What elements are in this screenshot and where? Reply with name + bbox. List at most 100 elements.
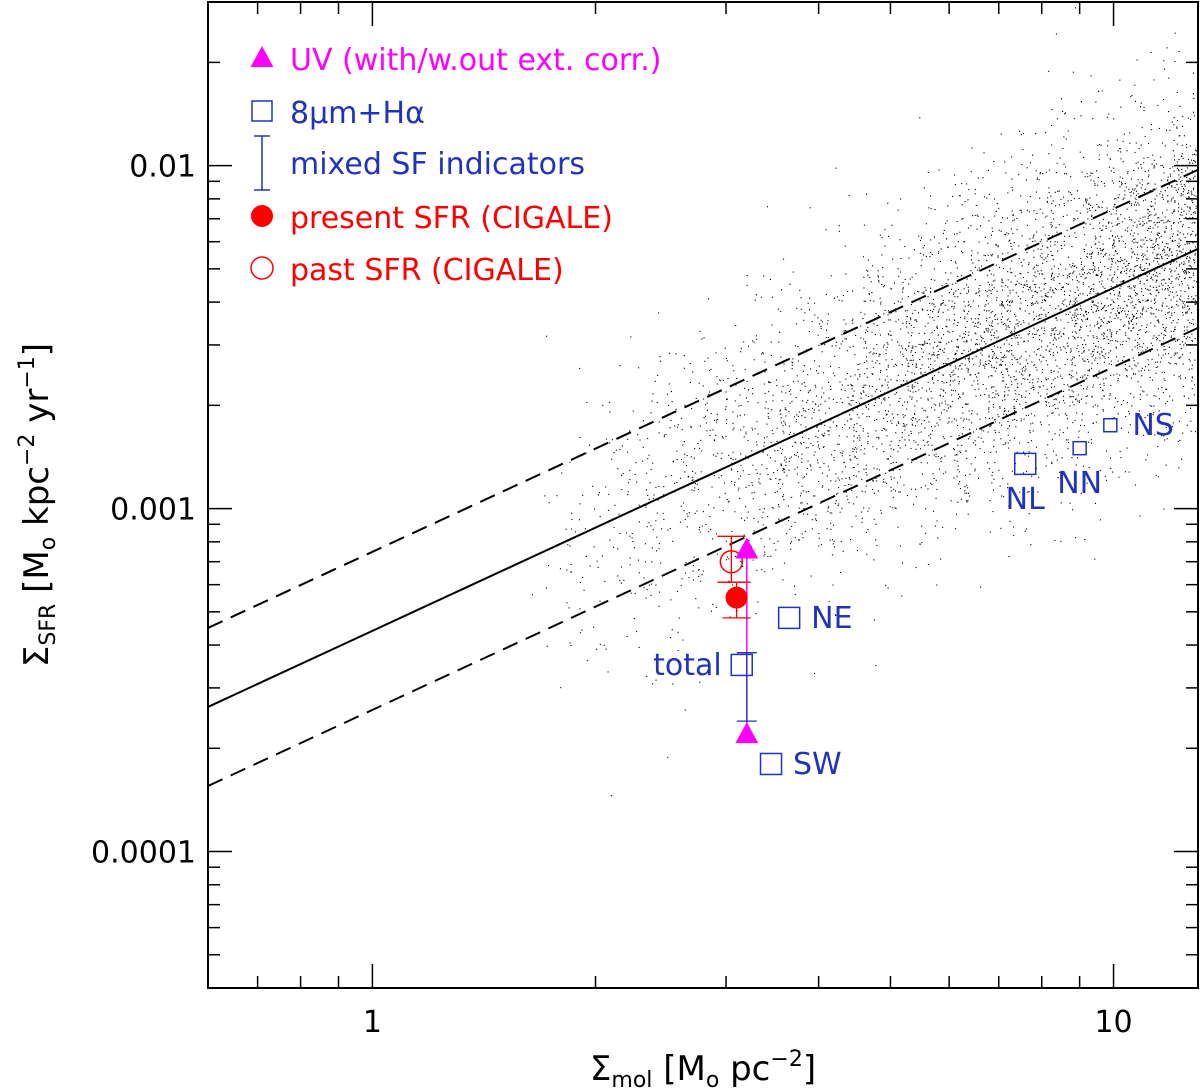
- background-point: [1093, 180, 1095, 182]
- background-point: [1112, 277, 1114, 279]
- background-point: [1017, 361, 1019, 363]
- background-point: [1082, 320, 1084, 322]
- background-point: [782, 470, 784, 472]
- background-point: [755, 335, 757, 337]
- background-point: [1058, 333, 1060, 335]
- background-point: [1170, 225, 1172, 227]
- background-point: [1179, 245, 1181, 247]
- background-point: [675, 353, 677, 355]
- background-point: [1002, 360, 1004, 362]
- background-point: [1000, 527, 1002, 529]
- background-point: [1085, 200, 1087, 202]
- background-point: [1150, 201, 1152, 203]
- background-point: [735, 458, 737, 460]
- background-point: [1181, 252, 1183, 254]
- background-point: [1108, 238, 1110, 240]
- background-point: [850, 400, 852, 402]
- background-point: [737, 489, 739, 491]
- background-point: [1157, 257, 1159, 259]
- background-point: [846, 350, 848, 352]
- background-point: [991, 329, 993, 331]
- background-point: [947, 246, 949, 248]
- background-point: [571, 518, 573, 520]
- background-point: [1011, 353, 1013, 355]
- background-point: [1122, 177, 1124, 179]
- background-point: [1110, 230, 1112, 232]
- background-point: [731, 480, 733, 482]
- background-point: [1100, 276, 1102, 278]
- background-point: [802, 436, 804, 438]
- background-point: [957, 322, 959, 324]
- background-point: [1117, 378, 1119, 380]
- background-point: [1004, 443, 1006, 445]
- background-point: [914, 373, 916, 375]
- background-point: [745, 455, 747, 457]
- background-point: [847, 373, 849, 375]
- background-point: [911, 350, 913, 352]
- background-point: [923, 254, 925, 256]
- background-point: [1156, 338, 1158, 340]
- background-point: [698, 569, 700, 571]
- background-point: [1098, 270, 1100, 272]
- background-point: [996, 290, 998, 292]
- background-point: [1173, 209, 1175, 211]
- background-point: [837, 492, 839, 494]
- background-point: [886, 384, 888, 386]
- background-point: [970, 225, 972, 227]
- background-point: [1114, 245, 1116, 247]
- background-point: [1082, 283, 1084, 285]
- background-point: [819, 448, 821, 450]
- background-point: [915, 567, 917, 569]
- background-point: [855, 515, 857, 517]
- background-point: [1185, 213, 1187, 215]
- background-point: [1188, 265, 1190, 267]
- background-point: [1109, 316, 1111, 318]
- background-point: [942, 389, 944, 391]
- background-point: [648, 454, 650, 456]
- background-point: [1153, 395, 1155, 397]
- background-point: [776, 491, 778, 493]
- background-point: [872, 373, 874, 375]
- background-point: [740, 404, 742, 406]
- background-point: [1113, 374, 1115, 376]
- background-point: [797, 346, 799, 348]
- background-point: [939, 348, 941, 350]
- background-point: [1122, 309, 1124, 311]
- background-point: [932, 376, 934, 378]
- background-point: [709, 429, 711, 431]
- background-point: [1042, 226, 1044, 228]
- background-point: [693, 457, 695, 459]
- point-label-SW: SW: [793, 747, 842, 782]
- background-point: [1074, 314, 1076, 316]
- background-point: [1134, 100, 1136, 102]
- background-point: [1137, 193, 1139, 195]
- background-point: [1175, 278, 1177, 280]
- background-point: [954, 459, 956, 461]
- background-point: [1131, 95, 1133, 97]
- background-point: [784, 409, 786, 411]
- background-point: [898, 422, 900, 424]
- background-point: [800, 502, 802, 504]
- background-point: [1035, 284, 1037, 286]
- background-point: [1072, 272, 1074, 274]
- background-point: [1007, 487, 1009, 489]
- background-point: [1028, 455, 1030, 457]
- background-point: [859, 437, 861, 439]
- background-point: [1195, 207, 1197, 209]
- background-point: [1189, 178, 1191, 180]
- background-point: [983, 254, 985, 256]
- background-point: [885, 410, 887, 412]
- background-point: [1051, 124, 1053, 126]
- background-point: [1156, 320, 1158, 322]
- background-point: [958, 393, 960, 395]
- background-point: [955, 454, 957, 456]
- background-point: [994, 429, 996, 431]
- background-point: [1164, 246, 1166, 248]
- background-point: [634, 593, 636, 595]
- background-point: [1096, 170, 1098, 172]
- background-point: [1091, 301, 1093, 303]
- background-point: [880, 509, 882, 511]
- background-point: [763, 555, 765, 557]
- background-point: [1046, 246, 1048, 248]
- background-point: [926, 309, 928, 311]
